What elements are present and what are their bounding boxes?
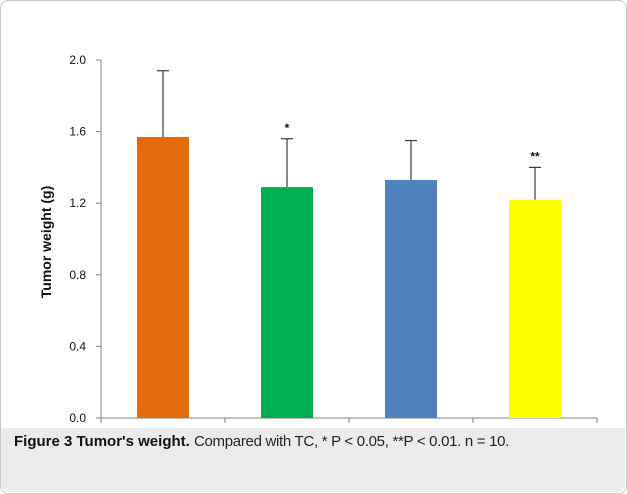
y-axis-label: Tumor weight (g) [38,186,54,299]
caption-bar [1,428,625,492]
y-tick-label: 2.0 [69,53,86,67]
y-tick-label: 0.4 [69,339,86,353]
y-tick-label: 0.0 [69,411,86,425]
chart-bars: *** [137,70,561,418]
figure-caption: Figure 3 Tumor's weight. Compared with T… [14,433,509,450]
bar [385,179,437,418]
caption-text: Compared with TC, * P < 0.05, **P < 0.01… [193,433,510,450]
y-tick-label: 1.6 [69,125,86,139]
y-tick-label: 1.2 [69,196,86,210]
bar [509,199,561,418]
bar [137,136,189,418]
significance-marker: ** [530,149,540,163]
y-tick-label: 0.8 [69,268,86,282]
bar [261,187,313,418]
significance-marker: * [285,121,290,135]
caption-title: Figure 3 Tumor's weight. [14,433,190,450]
